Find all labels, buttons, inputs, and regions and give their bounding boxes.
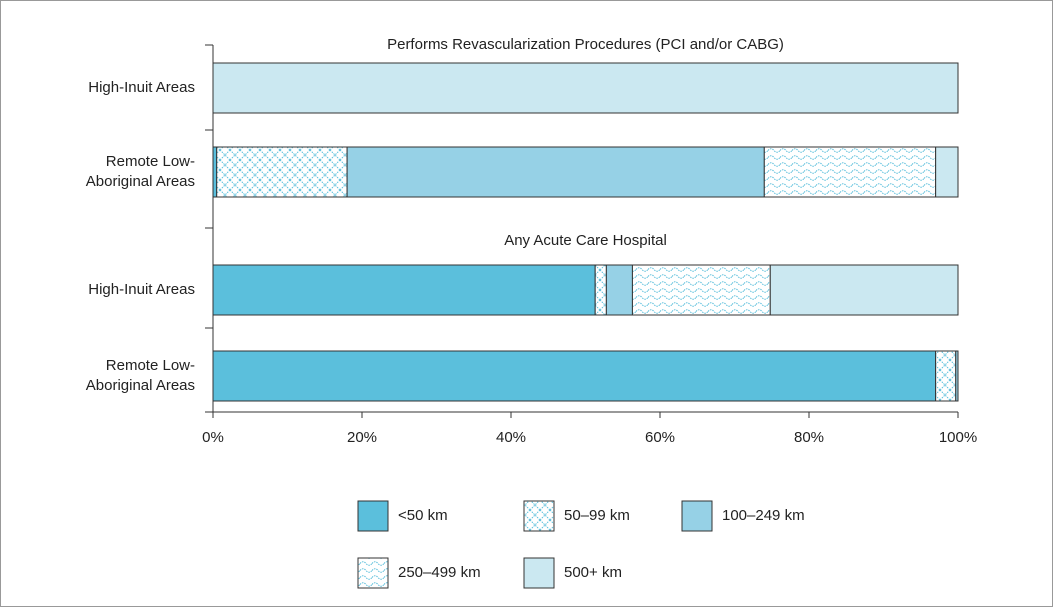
bar-segment bbox=[212, 62, 959, 114]
x-tick-label: 80% bbox=[794, 429, 824, 446]
bar-segment bbox=[605, 264, 633, 316]
bar-segment bbox=[212, 264, 596, 316]
bar-segment bbox=[212, 350, 937, 402]
bar-segment bbox=[935, 146, 959, 198]
legend-label: <50 km bbox=[398, 507, 448, 524]
legend-swatch bbox=[357, 557, 389, 589]
legend-swatch bbox=[681, 500, 713, 532]
group-title: Any Acute Care Hospital bbox=[504, 232, 667, 249]
bar-segment bbox=[763, 146, 937, 198]
bar-segment bbox=[594, 264, 607, 316]
x-tick-label: 20% bbox=[347, 429, 377, 446]
category-label: High-Inuit Areas bbox=[88, 79, 195, 96]
bar-segment bbox=[631, 264, 771, 316]
x-tick-label: 100% bbox=[939, 429, 977, 446]
legend-label: 50–99 km bbox=[564, 507, 630, 524]
legend-swatch bbox=[523, 500, 555, 532]
category-label: Remote Low-Aboriginal Areas bbox=[85, 153, 195, 190]
legend-label: 250–499 km bbox=[398, 564, 481, 581]
legend-label: 500+ km bbox=[564, 564, 622, 581]
legend-label: 100–249 km bbox=[722, 507, 805, 524]
legend-swatch bbox=[357, 500, 389, 532]
bar-segment bbox=[935, 350, 957, 402]
bar-segment bbox=[212, 146, 218, 198]
y-separators bbox=[205, 44, 213, 413]
bar-segment bbox=[216, 146, 348, 198]
bar-segment bbox=[769, 264, 959, 316]
bar-segment bbox=[955, 350, 959, 402]
x-tick-label: 60% bbox=[645, 429, 675, 446]
x-tick-label: 40% bbox=[496, 429, 526, 446]
category-label: Remote Low-Aboriginal Areas bbox=[85, 357, 195, 394]
x-tick-label: 0% bbox=[202, 429, 224, 446]
category-label: High-Inuit Areas bbox=[88, 281, 195, 298]
group-title: Performs Revascularization Procedures (P… bbox=[387, 36, 784, 53]
bar-segment bbox=[346, 146, 765, 198]
legend-swatch bbox=[523, 557, 555, 589]
